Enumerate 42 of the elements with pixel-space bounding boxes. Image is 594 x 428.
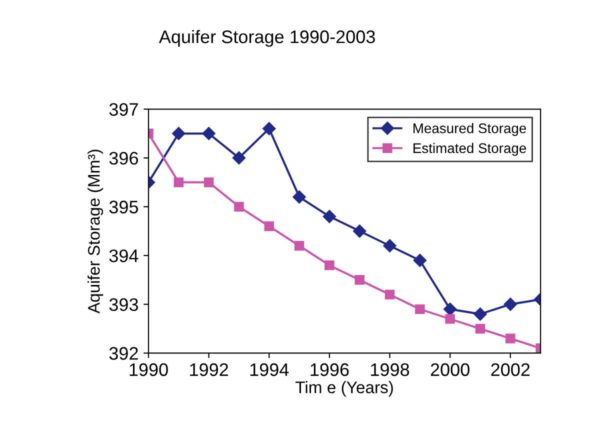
point (474, 307, 487, 321)
point (262, 122, 276, 136)
x-tick-label: 1994 (250, 363, 289, 376)
point (232, 151, 246, 165)
point (292, 190, 306, 204)
point (294, 240, 304, 251)
point (354, 275, 364, 285)
point (443, 302, 457, 316)
point (384, 290, 395, 300)
point (415, 304, 425, 314)
point (324, 260, 334, 270)
point (234, 202, 244, 212)
point (504, 298, 517, 311)
point (202, 126, 216, 140)
x-tick-label: 2000 (430, 363, 470, 376)
point (174, 177, 184, 188)
legend-label: Measured Storage (414, 123, 526, 136)
x-tick-label: 1996 (310, 363, 349, 376)
legend-label: Estimated Storage (414, 142, 526, 156)
point (322, 210, 336, 224)
x-tick-label: 2002 (491, 363, 530, 376)
x-axis-title: Tim e (Years) (296, 381, 393, 397)
y-axis-title: Aquifer Storage (Mm³) (88, 150, 104, 314)
point (264, 221, 274, 232)
point (383, 239, 396, 252)
point (172, 126, 186, 140)
point (445, 314, 455, 324)
y-tick-label: 392 (109, 347, 138, 360)
y-tick-label: 393 (109, 298, 138, 312)
point (204, 177, 214, 188)
point (506, 334, 516, 344)
y-tick-label: 396 (109, 152, 138, 165)
chart-title: Aquifer Storage 1990-2003 (158, 30, 375, 47)
point (413, 254, 426, 267)
y-tick-label: 395 (109, 200, 138, 214)
y-tick-label: 394 (109, 249, 138, 262)
point (475, 324, 486, 334)
x-tick-label: 1992 (190, 363, 228, 376)
x-tick-label: 1998 (371, 363, 410, 376)
y-tick-label: 397 (109, 103, 138, 116)
point (353, 224, 366, 238)
x-tick-label: 1990 (130, 363, 168, 376)
